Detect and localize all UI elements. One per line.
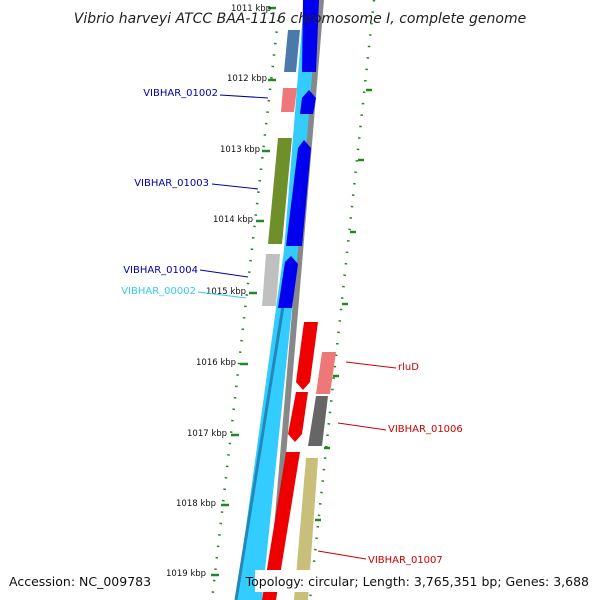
reverse-cds-rlud: [296, 322, 318, 390]
right-dotted-guide: [308, 0, 376, 600]
gene-label-vibhar-00002[interactable]: VIBHAR_00002: [121, 286, 196, 297]
gene-label-vibhar-01003[interactable]: VIBHAR_01003: [134, 178, 209, 189]
leader-vibhar-00002: [197, 291, 247, 299]
genome-summary-text: Topology: circular; Length: 3,765,351 bp…: [245, 574, 589, 589]
kbp-label: 1013 kbp: [220, 145, 260, 155]
leader-vibhar-01006: [337, 422, 387, 431]
outer-ticks: [315, 88, 372, 522]
gene-label-vibhar-01002[interactable]: VIBHAR_01002: [143, 88, 218, 99]
reverse-cds-vibhar-01006: [288, 392, 308, 442]
forward-cds-vibhar-01004: [278, 256, 298, 308]
kbp-ruler: 1011 kbp 1012 kbp 1013 kbp 1014 kbp 1015…: [166, 4, 276, 579]
kbp-label: 1017 kbp: [187, 429, 227, 439]
leader-vibhar-01002: [219, 94, 269, 99]
leader-vibhar-01003: [211, 183, 259, 190]
leader-rlud: [345, 361, 397, 369]
gene-label-vibhar-01004[interactable]: VIBHAR_01004: [123, 265, 198, 276]
gene-label-vibhar-01006[interactable]: VIBHAR_01006: [388, 424, 463, 435]
feature-block-rlud: [316, 352, 336, 394]
rna-band-edge: [234, 299, 286, 600]
kbp-label: 1018 kbp: [176, 499, 216, 509]
feature-block-top-left: [284, 30, 300, 72]
forward-cds-vibhar-01003: [286, 140, 311, 246]
gene-label-vibhar-01007[interactable]: VIBHAR_01007: [368, 555, 443, 566]
leader-vibhar-01004: [199, 269, 249, 278]
accession-text: Accession: NC_009783: [9, 574, 151, 589]
map-title: Vibrio harveyi ATCC BAA-1116 chromosome …: [74, 11, 526, 27]
kbp-label: 1011 kbp: [231, 4, 271, 14]
feature-block-vibhar-01003: [268, 138, 292, 244]
leader-vibhar-01007: [317, 550, 367, 560]
feature-block-vibhar-01006: [308, 396, 328, 446]
kbp-label: 1012 kbp: [227, 74, 267, 84]
feature-block-vibhar-01002: [281, 88, 297, 112]
kbp-label: 1014 kbp: [213, 215, 253, 225]
kbp-label: 1016 kbp: [196, 358, 236, 368]
footer-right-bg: [255, 570, 600, 592]
forward-cds-vibhar-01002: [300, 90, 316, 114]
reverse-cds-vibhar-01007: [262, 452, 300, 600]
footer-left-bg: [0, 570, 165, 592]
gene-label-rlud[interactable]: rluD: [398, 362, 419, 373]
kbp-label: 1019 kbp: [166, 569, 206, 579]
feature-block-vibhar-01007: [294, 458, 318, 600]
feature-block-vibhar-01004: [262, 254, 280, 306]
forward-cds-top: [302, 0, 319, 72]
kbp-label: 1015 kbp: [206, 287, 246, 297]
